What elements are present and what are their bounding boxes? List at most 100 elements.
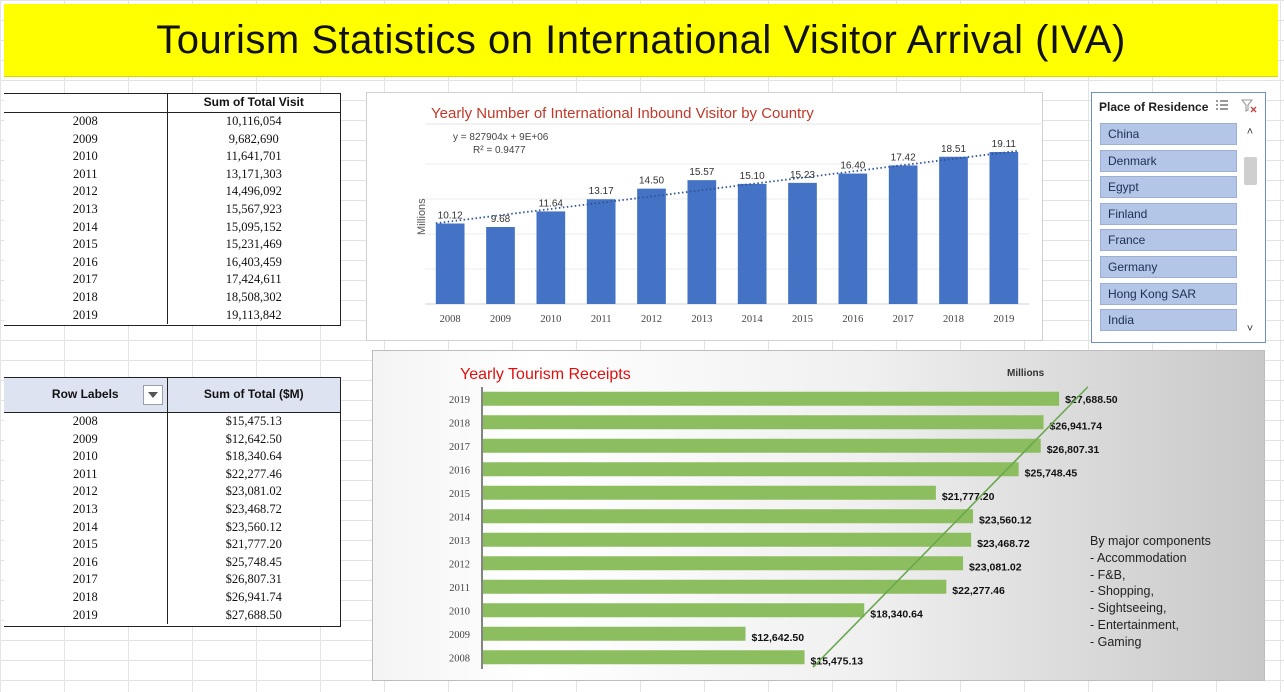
row-year[interactable]: 2008 [72, 414, 98, 428]
row-year[interactable]: 2011 [72, 166, 98, 181]
slicer-item[interactable]: China [1100, 123, 1237, 145]
receipts-table-row[interactable]: 2018 $26,941.74 [4, 588, 340, 607]
row-year[interactable]: 2010 [72, 149, 98, 164]
row-value[interactable]: 10,116,054 [166, 112, 340, 131]
row-year[interactable]: 2016 [72, 554, 98, 569]
sum-of-total-header[interactable]: Sum of Total ($M) [166, 378, 340, 413]
receipts-table-row[interactable]: 2015 $21,777.20 [4, 536, 340, 554]
row-year[interactable]: 2014 [72, 519, 98, 534]
bar[interactable] [483, 391, 1060, 406]
bar[interactable] [838, 173, 868, 304]
row-value[interactable]: 14,496,092 [166, 183, 340, 201]
visits-table-row[interactable]: 2009 9,682,690 [4, 130, 340, 149]
slicer-item[interactable]: Germany [1100, 255, 1237, 278]
receipts-table-row[interactable]: 2010 $18,340.64 [4, 448, 340, 466]
row-year[interactable]: 2015 [72, 537, 98, 552]
receipts-table-row[interactable]: 2009 $12,642.50 [4, 430, 340, 449]
row-year[interactable]: 2013 [72, 501, 98, 516]
bar[interactable] [939, 156, 968, 304]
row-year[interactable]: 2011 [72, 466, 98, 481]
visits-table-row[interactable]: 2016 16,403,459 [4, 253, 340, 272]
slicer-item[interactable]: Denmark [1100, 149, 1237, 172]
bar[interactable] [989, 151, 1019, 304]
visitor-bar-chart[interactable]: Yearly Number of International Inbound V… [366, 92, 1043, 341]
row-year[interactable]: 2015 [72, 237, 98, 252]
row-value[interactable]: $26,941.74 [166, 588, 340, 607]
visits-table-row[interactable]: 2015 15,231,469 [4, 236, 340, 254]
clear-filter-icon[interactable] [1241, 98, 1257, 114]
bar[interactable] [483, 462, 1019, 477]
visits-table-row[interactable]: 2018 18,508,302 [4, 288, 340, 307]
row-year[interactable]: 2019 [72, 307, 98, 322]
bar[interactable] [888, 165, 918, 304]
scroll-thumb[interactable] [1244, 157, 1257, 185]
bar[interactable] [483, 579, 947, 594]
receipts-pivot-table[interactable]: Row Labels Sum of Total ($M) 2008 $15,475… [4, 377, 341, 627]
receipts-table-row[interactable]: 2013 $23,468.72 [4, 500, 340, 519]
bar[interactable] [483, 556, 964, 571]
row-year[interactable]: 2016 [72, 254, 98, 269]
bar[interactable] [536, 211, 566, 304]
receipts-table-row[interactable]: 2012 $23,081.02 [4, 483, 340, 501]
row-value[interactable]: 11,641,701 [166, 148, 340, 166]
bar[interactable] [486, 227, 515, 304]
row-value[interactable]: $22,277.46 [166, 465, 340, 484]
slicer-item[interactable]: India [1100, 309, 1237, 332]
receipts-table-row[interactable]: 2014 $23,560.12 [4, 518, 340, 537]
bar[interactable] [483, 532, 972, 547]
receipts-table-row[interactable]: 2017 $26,807.31 [4, 571, 340, 589]
row-value[interactable]: $27,688.50 [166, 606, 340, 625]
row-year[interactable]: 2014 [72, 219, 98, 234]
slicer-item[interactable]: France [1100, 229, 1237, 252]
bar[interactable] [483, 485, 936, 500]
visits-table-row[interactable]: 2017 17,424,611 [4, 271, 340, 289]
bar[interactable] [737, 183, 767, 304]
slicer-item[interactable]: Egypt [1100, 176, 1237, 199]
receipts-table-row[interactable]: 2016 $25,748.45 [4, 553, 340, 572]
row-year[interactable]: 2018 [72, 589, 98, 604]
row-year[interactable]: 2008 [72, 114, 98, 128]
bar[interactable] [483, 626, 746, 641]
row-year[interactable]: 2017 [72, 272, 98, 287]
sum-of-total-visit-header[interactable]: Sum of Total Visit [166, 94, 340, 113]
bar[interactable] [483, 603, 865, 618]
visits-table-row[interactable]: 2008 10,116,054 [4, 112, 340, 131]
receipts-table-row[interactable]: 2019 $27,688.50 [4, 606, 340, 625]
visits-table-row[interactable]: 2010 11,641,701 [4, 148, 340, 166]
row-labels-header[interactable]: Row Labels [4, 378, 167, 413]
filter-dropdown-icon[interactable] [142, 385, 163, 405]
bar[interactable] [586, 199, 616, 304]
row-value[interactable]: 15,567,923 [166, 200, 340, 219]
visits-table-row[interactable]: 2011 13,171,303 [4, 165, 340, 184]
bar[interactable] [788, 182, 817, 304]
row-value[interactable]: $18,340.64 [166, 448, 340, 466]
receipts-table-row[interactable]: 2011 $22,277.46 [4, 465, 340, 484]
row-value[interactable]: $23,081.02 [166, 483, 340, 501]
slicer-scrollbar[interactable]: ˄ ˅ [1240, 123, 1260, 338]
row-value[interactable]: $12,642.50 [166, 430, 340, 449]
row-year[interactable]: 2009 [72, 131, 98, 146]
row-year[interactable]: 2013 [72, 201, 98, 216]
scroll-up-icon[interactable]: ˄ [1246, 126, 1254, 138]
bar[interactable] [483, 509, 974, 524]
row-value[interactable]: 16,403,459 [166, 253, 340, 272]
row-value[interactable]: $21,777.20 [166, 536, 340, 554]
row-year[interactable]: 2018 [72, 289, 98, 304]
row-year[interactable]: 2017 [72, 572, 98, 587]
row-value[interactable]: $23,468.72 [166, 500, 340, 519]
row-value[interactable]: 9,682,690 [166, 130, 340, 149]
row-value[interactable]: 17,424,611 [166, 271, 340, 289]
visits-table-row[interactable]: 2012 14,496,092 [4, 183, 340, 201]
scroll-down-icon[interactable]: ˅ [1246, 323, 1254, 335]
row-value[interactable]: $23,560.12 [166, 518, 340, 537]
bar[interactable] [687, 180, 717, 304]
bar[interactable] [483, 650, 805, 665]
multi-select-icon[interactable] [1215, 99, 1229, 113]
bar[interactable] [637, 188, 666, 304]
bar[interactable] [435, 223, 465, 305]
row-year[interactable]: 2019 [72, 607, 98, 622]
row-value[interactable]: $15,475.13 [166, 412, 340, 431]
visits-table-row[interactable]: 2019 19,113,842 [4, 306, 340, 325]
place-of-residence-slicer[interactable]: Place of Residence China Denmark Egypt Finl… [1091, 92, 1266, 343]
row-value[interactable]: 13,171,303 [166, 165, 340, 184]
